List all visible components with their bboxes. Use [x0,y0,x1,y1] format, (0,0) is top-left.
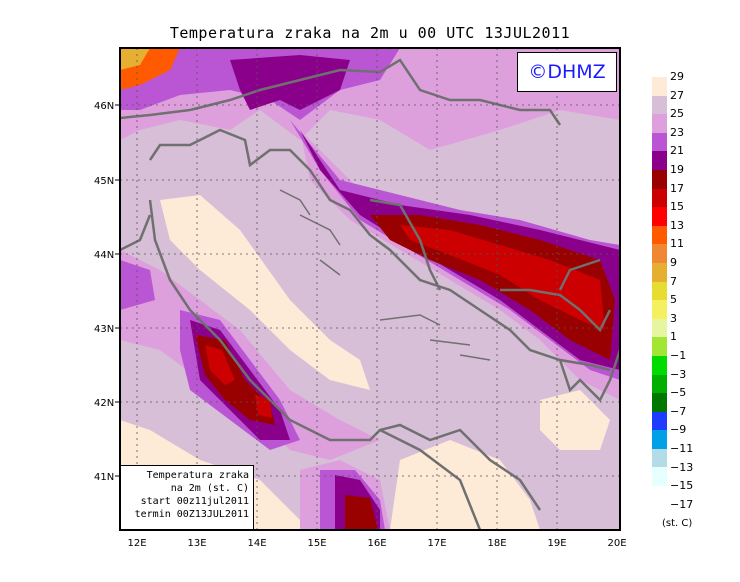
lat-tick: 42N [94,398,114,409]
legend-swatch [652,114,667,133]
legend-swatch [652,411,667,431]
field-7-9 [120,48,150,70]
field-27-29 [160,195,370,390]
legend-swatch [652,207,667,226]
lat-tick: 45N [94,176,114,187]
legend-label: 7 [670,274,677,288]
lat-axis: 46N 45N 44N 43N 42N 41N [94,101,120,483]
legend-swatch [652,244,667,263]
legend-label: 25 [670,107,684,121]
legend-swatch [652,151,667,170]
field-15-17 [255,395,272,418]
legend-swatch [652,262,667,282]
legend-label: 5 [670,293,677,307]
lon-tick: 16E [367,538,386,549]
legend-label: 27 [670,88,684,102]
legend-label: 15 [670,200,684,214]
legend-label: 9 [670,256,677,269]
legend-swatch [652,77,667,96]
field-17-19 [370,215,615,360]
legend-swatch [652,448,667,468]
field-27-29 [540,390,610,450]
map-title: Temperatura zraka na 2m u 00 UTC 13JUL20… [169,24,571,42]
field-15-17 [400,225,605,330]
info-line: Temperatura zraka [146,470,249,481]
legend-label: 29 [670,70,684,83]
legend-swatch [652,132,667,152]
legend-label: −5 [670,386,687,400]
legend-label: −9 [670,423,687,437]
coastline-borders [120,58,620,530]
lat-tick: 46N [94,101,114,112]
legend-swatch [652,95,667,115]
islands [279,189,491,361]
legend-unit: (st. C) [662,518,693,529]
lon-tick: 14E [247,538,266,549]
legend-swatch [652,337,667,356]
legend-label: −13 [670,460,694,474]
legend-label: −17 [670,497,694,511]
graticule [120,48,620,530]
legend-swatch [652,355,667,375]
legend-label: 11 [670,237,684,251]
legend-label: −1 [670,349,687,362]
map-frame [119,47,621,531]
lat-tick: 44N [94,250,114,261]
lon-tick: 20E [607,538,626,549]
field-21-23 [120,260,155,310]
info-line: termin 00Z13JUL2011 [134,509,249,520]
legend-label: −3 [670,367,687,381]
legend-swatch [652,467,667,487]
legend-swatch [652,393,667,412]
lon-tick: 13E [187,538,206,549]
lon-tick: 12E [127,538,146,549]
legend-swatch [652,225,667,245]
legend-swatch [652,430,667,449]
legend-swatch [652,374,667,394]
lon-tick: 15E [307,538,326,549]
legend-label: −7 [670,404,687,418]
legend-label: −11 [670,442,694,455]
legend-swatch [652,188,667,208]
legend-label: 13 [670,218,684,232]
legend-swatch [652,169,667,189]
legend-swatch [652,318,667,338]
info-line: start 00z11jul2011 [140,496,249,507]
legend-swatch [652,300,667,319]
color-legend: 29 27 25 23 21 19 17 15 13 11 9 7 5 3 1 −1 −3 −5 −7 −9 −11 −1… [652,70,693,511]
field-17-19 [345,495,378,530]
legend-label: 1 [670,330,677,344]
legend-swatch [652,281,667,301]
info-line: na 2m (st. C) [170,483,249,494]
field-27-29 [390,440,540,530]
info-box: Temperatura zraka na 2m (st. C) start 00… [121,465,254,529]
legend-label: −15 [670,479,694,493]
lon-axis: 12E 13E 14E 15E 16E 17E 18E 19E 20E [127,538,626,549]
lon-tick: 19E [547,538,566,549]
legend-label: 21 [670,144,684,158]
legend-label: 23 [670,125,684,139]
legend-label: 3 [670,311,677,325]
dhmz-logo: ©DHMZ [517,52,617,92]
legend-label: 17 [670,181,684,195]
lon-tick: 17E [427,538,446,549]
field-15-17 [205,345,235,385]
lon-tick: 18E [487,538,506,549]
lat-tick: 41N [94,472,114,483]
lat-tick: 43N [94,324,114,335]
legend-label: 19 [670,163,684,176]
